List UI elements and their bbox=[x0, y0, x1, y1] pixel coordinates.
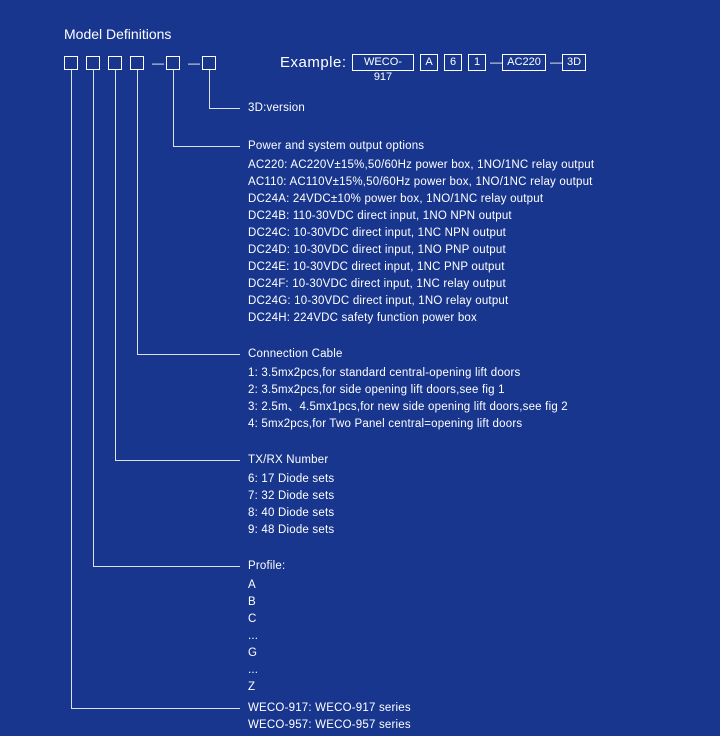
connector-hline bbox=[137, 354, 240, 355]
example-part-1: A bbox=[420, 54, 438, 71]
section-header: Power and system output options bbox=[248, 138, 688, 155]
page-title: Model Definitions bbox=[64, 26, 171, 42]
section-line: DC24B: 110-30VDC direct input, 1NO NPN o… bbox=[248, 208, 688, 225]
section-line: G bbox=[248, 645, 688, 662]
section-line: ... bbox=[248, 662, 688, 679]
section-line: 7: 32 Diode sets bbox=[248, 488, 688, 505]
section-2: Connection Cable 1: 3.5mx2pcs,for standar… bbox=[248, 346, 688, 433]
connector-hline bbox=[71, 708, 240, 709]
section-line: 9: 48 Diode sets bbox=[248, 522, 688, 539]
section-line: AC110: AC110V±15%,50/60Hz power box, 1NO… bbox=[248, 174, 688, 191]
connector-hline bbox=[209, 108, 240, 109]
section-line: 2: 3.5mx2pcs,for side opening lift doors… bbox=[248, 382, 688, 399]
section-header: Connection Cable bbox=[248, 346, 688, 363]
example-part-4: AC220 bbox=[502, 54, 546, 71]
section-line: DC24E: 10-30VDC direct input, 1NC PNP ou… bbox=[248, 259, 688, 276]
model-dash: — bbox=[188, 56, 200, 70]
model-box-3 bbox=[130, 56, 144, 70]
section-line: 1: 3.5mx2pcs,for standard central-openin… bbox=[248, 365, 688, 382]
section-line: AC220: AC220V±15%,50/60Hz power box, 1NO… bbox=[248, 157, 688, 174]
model-box-5 bbox=[202, 56, 216, 70]
connector-vline bbox=[115, 70, 116, 460]
section-line: DC24A: 24VDC±10% power box, 1NO/1NC rela… bbox=[248, 191, 688, 208]
model-dash: — bbox=[152, 56, 164, 70]
section-line: DC24H: 224VDC safety function power box bbox=[248, 310, 688, 327]
connector-vline bbox=[173, 70, 174, 146]
section-line: 3: 2.5m、4.5mx1pcs,for new side opening l… bbox=[248, 399, 688, 416]
section-1: Power and system output options AC220: AC… bbox=[248, 138, 688, 327]
section-line: DC24C: 10-30VDC direct input, 1NC NPN ou… bbox=[248, 225, 688, 242]
example-part-2: 6 bbox=[444, 54, 462, 71]
section-4: Profile:ABC...G...Z bbox=[248, 558, 688, 696]
section-header: TX/RX Number bbox=[248, 452, 688, 469]
section-line: WECO-917: WECO-917 series bbox=[248, 700, 688, 717]
example-part-0: WECO-917 bbox=[352, 54, 414, 71]
model-box-0 bbox=[64, 56, 78, 70]
section-line: A bbox=[248, 577, 688, 594]
section-line: 4: 5mx2pcs,for Two Panel central=opening… bbox=[248, 416, 688, 433]
model-box-1 bbox=[86, 56, 100, 70]
section-5: WECO-917: WECO-917 seriesWECO-957: WECO-… bbox=[248, 700, 688, 734]
section-line: DC24F: 10-30VDC direct input, 1NC relay … bbox=[248, 276, 688, 293]
model-box-4 bbox=[166, 56, 180, 70]
connector-vline bbox=[209, 70, 210, 108]
example-part-5: 3D bbox=[562, 54, 586, 71]
model-box-2 bbox=[108, 56, 122, 70]
connector-hline bbox=[115, 460, 240, 461]
section-header: Profile: bbox=[248, 558, 688, 575]
example-part-3: 1 bbox=[468, 54, 486, 71]
connector-hline bbox=[173, 146, 240, 147]
connector-hline bbox=[93, 566, 240, 567]
section-line: 8: 40 Diode sets bbox=[248, 505, 688, 522]
section-line: ... bbox=[248, 628, 688, 645]
section-0: 3D:version bbox=[248, 100, 688, 117]
connector-vline bbox=[137, 70, 138, 354]
section-line: 3D:version bbox=[248, 100, 688, 117]
section-line: DC24G: 10-30VDC direct input, 1NO relay … bbox=[248, 293, 688, 310]
section-line: 6: 17 Diode sets bbox=[248, 471, 688, 488]
example-label: Example: bbox=[280, 54, 347, 71]
section-line: B bbox=[248, 594, 688, 611]
section-line: Z bbox=[248, 679, 688, 696]
section-3: TX/RX Number 6: 17 Diode sets7: 32 Diode … bbox=[248, 452, 688, 539]
connector-vline bbox=[93, 70, 94, 566]
section-line: DC24D: 10-30VDC direct input, 1NO PNP ou… bbox=[248, 242, 688, 259]
example-dash: — bbox=[550, 55, 562, 69]
example-dash: — bbox=[490, 55, 502, 69]
section-line: C bbox=[248, 611, 688, 628]
section-line: WECO-957: WECO-957 series bbox=[248, 717, 688, 734]
connector-vline bbox=[71, 70, 72, 708]
